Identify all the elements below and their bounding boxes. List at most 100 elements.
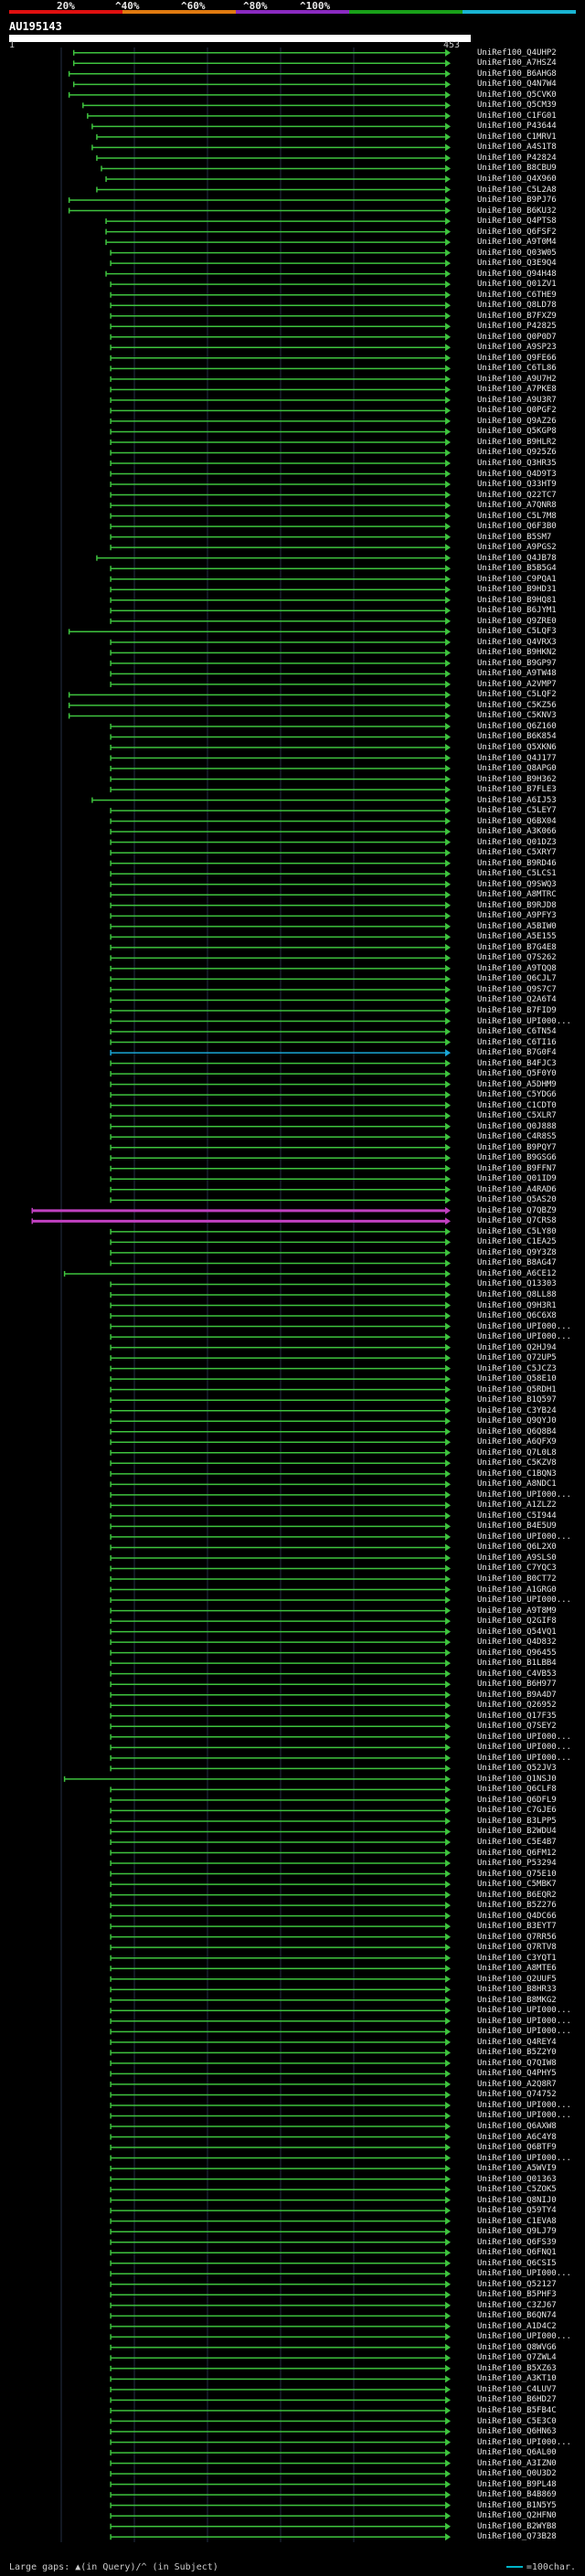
hit-label[interactable]: UniRef100_UPI000... xyxy=(477,1743,571,1753)
hit-label[interactable]: UniRef100_B9PL48 xyxy=(477,2479,557,2489)
hit-label[interactable]: UniRef100_Q9AZ26 xyxy=(477,416,557,426)
hit-label[interactable]: UniRef100_Q5RDH1 xyxy=(477,1384,557,1394)
hit-label[interactable]: UniRef100_C5E4B7 xyxy=(477,1837,557,1847)
hit-label[interactable]: UniRef100_Q3E9Q4 xyxy=(477,259,557,269)
hit-label[interactable]: UniRef100_A1ZLZ2 xyxy=(477,1500,557,1511)
hit-label[interactable]: UniRef100_C5I944 xyxy=(477,1511,557,1521)
hit-label[interactable]: UniRef100_Q33HT9 xyxy=(477,480,557,490)
hit-label[interactable]: UniRef100_C5ZOK5 xyxy=(477,2185,557,2195)
hit-label[interactable]: UniRef100_A9SLS0 xyxy=(477,1553,557,1563)
hit-label[interactable]: UniRef100_B5Z276 xyxy=(477,1901,557,1911)
hit-label[interactable]: UniRef100_C1FG01 xyxy=(477,111,557,121)
hit-label[interactable]: UniRef100_UPI000... xyxy=(477,1753,571,1763)
hit-label[interactable]: UniRef100_A8MTRC xyxy=(477,890,557,900)
hit-label[interactable]: UniRef100_C6TN54 xyxy=(477,1027,557,1037)
hit-label[interactable]: UniRef100_Q01ZV1 xyxy=(477,280,557,290)
hit-label[interactable]: UniRef100_C1BQN3 xyxy=(477,1468,557,1479)
hit-label[interactable]: UniRef100_Q58E10 xyxy=(477,1374,557,1384)
hit-label[interactable]: UniRef100_Q9Y3Z8 xyxy=(477,1247,557,1257)
hit-label[interactable]: UniRef100_B1Q597 xyxy=(477,1395,557,1405)
hit-label[interactable]: UniRef100_B5FB4C xyxy=(477,2406,557,2415)
hit-label[interactable]: UniRef100_Q7RR56 xyxy=(477,1932,557,1942)
hit-label[interactable]: UniRef100_UPI000... xyxy=(477,2016,571,2026)
hit-label[interactable]: UniRef100_UPI000... xyxy=(477,2111,571,2121)
hit-label[interactable]: UniRef100_C5KZV8 xyxy=(477,1458,557,1468)
hit-label[interactable]: UniRef100_Q01363 xyxy=(477,2174,557,2184)
hit-label[interactable]: UniRef100_Q6AL00 xyxy=(477,2448,557,2458)
hit-label[interactable]: UniRef100_Q73B28 xyxy=(477,2532,557,2542)
hit-label[interactable]: UniRef100_C7GJE6 xyxy=(477,1806,557,1816)
hit-label[interactable]: UniRef100_B6JYM1 xyxy=(477,606,557,616)
hit-label[interactable]: UniRef100_Q7ZWL4 xyxy=(477,2353,557,2363)
hit-label[interactable]: UniRef100_Q5CM39 xyxy=(477,101,557,111)
hit-label[interactable]: UniRef100_Q4PTS8 xyxy=(477,217,557,227)
hit-label[interactable]: UniRef100_B9GP97 xyxy=(477,658,557,668)
hit-label[interactable]: UniRef100_C5KZ56 xyxy=(477,700,557,710)
hit-label[interactable]: UniRef100_P42824 xyxy=(477,153,557,163)
hit-label[interactable]: UniRef100_Q6FNQ1 xyxy=(477,2248,557,2258)
hit-label[interactable]: UniRef100_UPI000... xyxy=(477,2100,571,2110)
hit-label[interactable]: UniRef100_Q0P0D7 xyxy=(477,332,557,342)
hit-label[interactable]: UniRef100_Q6Q8B4 xyxy=(477,1426,557,1436)
hit-label[interactable]: UniRef100_Q9ZRE0 xyxy=(477,616,557,626)
hit-label[interactable]: UniRef100_B9HKN2 xyxy=(477,648,557,658)
hit-label[interactable]: UniRef100_Q9LJ79 xyxy=(477,2227,557,2237)
hit-label[interactable]: UniRef100_UPI000... xyxy=(477,2332,571,2342)
hit-label[interactable]: UniRef100_Q7RTV8 xyxy=(477,1943,557,1953)
hit-label[interactable]: UniRef100_Q6C6X8 xyxy=(477,1311,557,1321)
hit-label[interactable]: UniRef100_B7FLE3 xyxy=(477,785,557,795)
hit-label[interactable]: UniRef100_B9HLR2 xyxy=(477,437,557,447)
hit-label[interactable]: UniRef100_B6HD27 xyxy=(477,2395,557,2405)
hit-label[interactable]: UniRef100_Q6AXW8 xyxy=(477,2122,557,2131)
hit-label[interactable]: UniRef100_B4FJC3 xyxy=(477,1058,557,1068)
hit-label[interactable]: UniRef100_Q8LD78 xyxy=(477,301,557,311)
hit-label[interactable]: UniRef100_Q7QIW8 xyxy=(477,2058,557,2068)
hit-label[interactable]: UniRef100_B9RD46 xyxy=(477,858,557,868)
hit-label[interactable]: UniRef100_B9HD31 xyxy=(477,585,557,595)
hit-label[interactable]: UniRef100_B8MKG2 xyxy=(477,1995,557,2005)
hit-label[interactable]: UniRef100_C6TL86 xyxy=(477,364,557,374)
hit-label[interactable]: UniRef100_B9PQY7 xyxy=(477,1142,557,1152)
hit-label[interactable]: UniRef100_UPI000... xyxy=(477,1016,571,1026)
hit-label[interactable]: UniRef100_B1LBB4 xyxy=(477,1659,557,1669)
hit-label[interactable]: UniRef100_UPI000... xyxy=(477,2006,571,2016)
hit-label[interactable]: UniRef100_A1GRG0 xyxy=(477,1585,557,1595)
hit-label[interactable]: UniRef100_A3KT10 xyxy=(477,2374,557,2384)
hit-label[interactable]: UniRef100_B5Z2Y0 xyxy=(477,2048,557,2058)
hit-label[interactable]: UniRef100_Q96455 xyxy=(477,1648,557,1658)
hit-label[interactable]: UniRef100_A9U3R7 xyxy=(477,395,557,405)
hit-label[interactable]: UniRef100_A2Q8R7 xyxy=(477,2079,557,2089)
hit-label[interactable]: UniRef100_C4LUV7 xyxy=(477,2384,557,2394)
hit-label[interactable]: UniRef100_C1EA25 xyxy=(477,1237,557,1247)
hit-label[interactable]: UniRef100_Q17F35 xyxy=(477,1711,557,1721)
hit-label[interactable]: UniRef100_B8AG47 xyxy=(477,1258,557,1268)
hit-label[interactable]: UniRef100_A4RAD6 xyxy=(477,1184,557,1194)
hit-label[interactable]: UniRef100_Q6HN63 xyxy=(477,2427,557,2437)
hit-label[interactable]: UniRef100_Q4PHY5 xyxy=(477,2069,557,2079)
hit-label[interactable]: UniRef100_Q8WVG6 xyxy=(477,2342,557,2352)
hit-label[interactable]: UniRef100_B9H362 xyxy=(477,774,557,784)
hit-label[interactable]: UniRef100_C1CDT0 xyxy=(477,1100,557,1110)
hit-label[interactable]: UniRef100_C4VB53 xyxy=(477,1669,557,1679)
hit-label[interactable]: UniRef100_C3ZJ67 xyxy=(477,2300,557,2310)
hit-label[interactable]: UniRef100_A6QFX9 xyxy=(477,1437,557,1447)
hit-label[interactable]: UniRef100_C5E3C0 xyxy=(477,2416,557,2426)
hit-label[interactable]: UniRef100_C5LQF3 xyxy=(477,627,557,637)
hit-label[interactable]: UniRef100_C5LEY7 xyxy=(477,806,557,816)
hit-label[interactable]: UniRef100_Q6FM12 xyxy=(477,1848,557,1858)
hit-label[interactable]: UniRef100_A2VMP7 xyxy=(477,679,557,689)
hit-label[interactable]: UniRef100_A9SP23 xyxy=(477,343,557,353)
hit-label[interactable]: UniRef100_B2WDU4 xyxy=(477,1827,557,1837)
hit-label[interactable]: UniRef100_C1EVA8 xyxy=(477,2216,557,2226)
hit-label[interactable]: UniRef100_C1MRV1 xyxy=(477,132,557,142)
hit-label[interactable]: UniRef100_A9TQQ8 xyxy=(477,963,557,973)
hit-label[interactable]: UniRef100_A9PFY3 xyxy=(477,911,557,921)
hit-label[interactable]: UniRef100_Q2HJ94 xyxy=(477,1342,557,1352)
hit-label[interactable]: UniRef100_C6TI16 xyxy=(477,1037,557,1047)
hit-label[interactable]: UniRef100_UPI000... xyxy=(477,1732,571,1742)
hit-label[interactable]: UniRef100_Q9SWQ3 xyxy=(477,879,557,889)
hit-label[interactable]: UniRef100_C5L7M8 xyxy=(477,511,557,521)
hit-label[interactable]: UniRef100_UPI000... xyxy=(477,1532,571,1542)
hit-label[interactable]: UniRef100_Q4D9T3 xyxy=(477,469,557,479)
hit-label[interactable]: UniRef100_A7QNR8 xyxy=(477,501,557,511)
